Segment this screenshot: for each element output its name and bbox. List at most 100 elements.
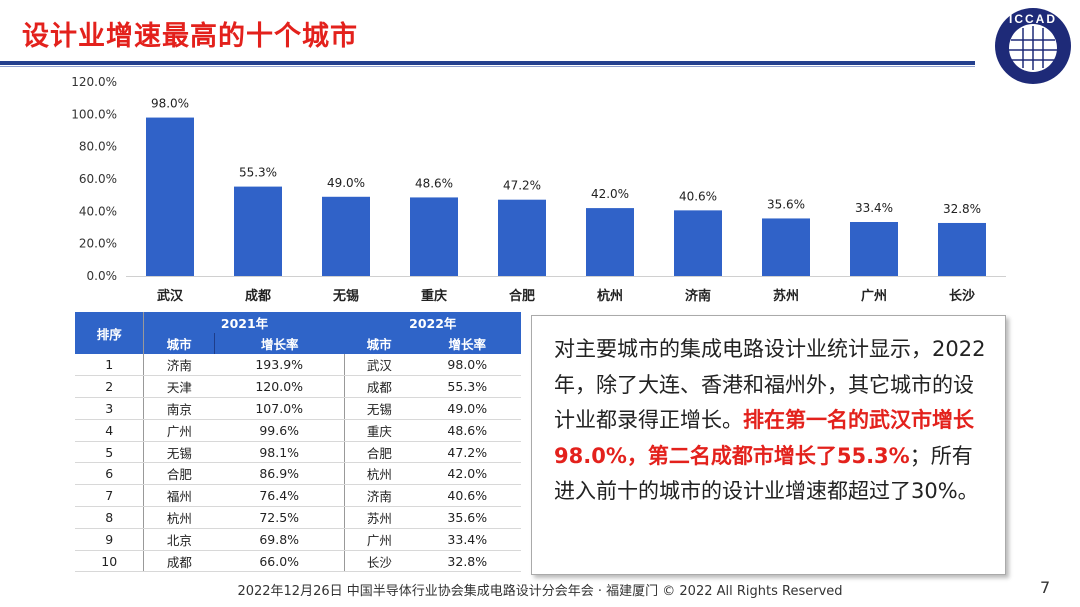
city-2022-cell: 杭州 <box>344 462 414 486</box>
y-tick-label: 100.0% <box>71 107 117 121</box>
rate-2022-cell: 47.2% <box>413 441 521 464</box>
rank-cell: 10 <box>75 550 145 573</box>
city-2022-cell: 长沙 <box>344 550 414 573</box>
footer: 2022年12月26日 中国半导体行业协会集成电路设计分会年会 · 福建厦门 ©… <box>237 584 843 599</box>
rate-2022-cell: 98.0% <box>413 354 521 377</box>
bar <box>850 222 898 276</box>
summary-text-end: ；所有进入前十的城市的设计业增速都超过了30%。 <box>554 443 979 504</box>
title-divider <box>0 61 975 65</box>
rate-2022-cell: 32.8% <box>413 550 521 573</box>
category-label: 无锡 <box>332 288 359 304</box>
category-label: 杭州 <box>597 288 623 304</box>
table-row: 9 北京 69.8% 广州 33.4% <box>75 528 521 551</box>
rank-cell: 5 <box>75 441 145 464</box>
bar <box>762 218 810 276</box>
city-2022-cell: 成都 <box>344 375 414 399</box>
table-row: 7 福州 76.4% 济南 40.6% <box>75 484 521 508</box>
title-divider-thin <box>0 66 975 67</box>
city-2021-cell: 济南 <box>143 354 215 377</box>
summary-text: 对主要城市的集成电路设计业统计显示，2022年，除了大连、香港和福州外，其它城市… <box>554 337 986 432</box>
rate-2021-cell: 120.0% <box>214 375 346 399</box>
data-label: 48.6% <box>415 176 453 190</box>
table-row: 8 杭州 72.5% 苏州 35.6% <box>75 506 521 529</box>
rate-2021-cell: 98.1% <box>214 441 346 464</box>
rate-2022-cell: 35.6% <box>413 506 521 529</box>
bar <box>938 222 986 276</box>
table-row: 3 南京 107.0% 无锡 49.0% <box>75 397 521 420</box>
bar <box>410 197 458 276</box>
rate-2022-cell: 33.4% <box>413 528 521 551</box>
table-row: 4 广州 99.6% 重庆 48.6% <box>75 419 521 442</box>
bar <box>674 210 722 276</box>
page-title: 设计业增速最高的十个城市 <box>22 21 358 52</box>
data-label: 47.2% <box>503 179 541 193</box>
table-row: 6 合肥 86.9% 杭州 42.0% <box>75 462 521 486</box>
rate-2021-cell: 99.6% <box>214 419 346 442</box>
city-2021-cell: 杭州 <box>143 506 215 529</box>
city-2022-cell: 广州 <box>344 528 414 551</box>
rank-cell: 2 <box>75 375 145 399</box>
city-2022-cell: 合肥 <box>344 441 414 464</box>
y-tick-label: 120.0% <box>71 75 117 89</box>
rate-2022-cell: 40.6% <box>413 484 521 508</box>
rate-2022-cell: 49.0% <box>413 397 521 420</box>
bar <box>322 196 370 276</box>
city-2021-cell: 合肥 <box>143 462 215 486</box>
logo-text: ICCAD <box>1009 12 1057 26</box>
y-tick-label: 0.0% <box>87 269 118 283</box>
data-label: 98.0% <box>151 97 189 111</box>
iccad-logo: ICCAD <box>995 8 1071 84</box>
bar <box>146 117 194 276</box>
category-label: 武汉 <box>157 288 184 304</box>
y-tick-label: 80.0% <box>79 140 117 154</box>
rank-cell: 6 <box>75 462 145 486</box>
category-label: 广州 <box>861 288 887 304</box>
rate-2021-cell: 72.5% <box>214 506 346 529</box>
city-2022-cell: 济南 <box>344 484 414 508</box>
rate-2021-cell: 107.0% <box>214 397 346 420</box>
y-tick-label: 60.0% <box>79 172 117 186</box>
city-2022-cell: 苏州 <box>344 506 414 529</box>
year-2022-header: 2022年 <box>344 312 521 333</box>
table-row: 5 无锡 98.1% 合肥 47.2% <box>75 441 521 464</box>
rank-cell: 4 <box>75 419 145 442</box>
city-2022-cell: 重庆 <box>344 419 414 442</box>
category-label: 重庆 <box>421 288 447 304</box>
data-label: 49.0% <box>327 176 365 190</box>
city-2022-cell: 武汉 <box>344 354 414 377</box>
page-number: 7 <box>1040 578 1051 597</box>
rate-2021-cell: 193.9% <box>214 354 346 377</box>
rank-cell: 7 <box>75 484 145 508</box>
city-2021-cell: 成都 <box>143 550 215 573</box>
city-2021-cell: 无锡 <box>143 441 215 464</box>
data-label: 42.0% <box>591 187 629 201</box>
table-row: 1 济南 193.9% 武汉 98.0% <box>75 354 521 377</box>
data-label: 32.8% <box>943 202 981 216</box>
growth-table: 排序 2021年 2022年 城市 增长率 城市 增长率 1 济南 193.9% 武汉… <box>75 312 521 573</box>
bar-chart: 0.0% 20.0% 40.0% 60.0% 80.0% 100.0% 120.0% 98.0… <box>71 75 1006 304</box>
rate-2022-cell: 42.0% <box>413 462 521 486</box>
rate-2022-cell: 48.6% <box>413 419 521 442</box>
city-2021-cell: 南京 <box>143 397 215 420</box>
rank-cell: 1 <box>75 354 145 377</box>
summary-textbox: 对主要城市的集成电路设计业统计显示，2022年，除了大连、香港和福州外，其它城市… <box>531 315 1006 575</box>
data-label: 55.3% <box>239 166 277 180</box>
city-header-2022: 城市 <box>344 333 414 354</box>
summary-highlight: 排在第一名的武汉市增长98.0%，第二名成都市增长了55.3% <box>554 408 974 468</box>
rank-cell: 9 <box>75 528 145 551</box>
rate-2021-cell: 66.0% <box>214 550 346 573</box>
y-tick-label: 40.0% <box>79 204 117 218</box>
table-row: 10 成都 66.0% 长沙 32.8% <box>75 550 521 573</box>
rate-2022-cell: 55.3% <box>413 375 521 399</box>
table-row: 2 天津 120.0% 成都 55.3% <box>75 375 521 399</box>
rank-cell: 8 <box>75 506 145 529</box>
city-2021-cell: 广州 <box>143 419 215 442</box>
bar <box>498 199 546 276</box>
city-header-2021: 城市 <box>143 333 215 354</box>
city-2021-cell: 北京 <box>143 528 215 551</box>
city-2021-cell: 天津 <box>143 375 215 399</box>
rate-2021-cell: 76.4% <box>214 484 346 508</box>
rate-2021-cell: 69.8% <box>214 528 346 551</box>
category-label: 济南 <box>685 288 711 304</box>
data-label: 35.6% <box>767 197 805 211</box>
